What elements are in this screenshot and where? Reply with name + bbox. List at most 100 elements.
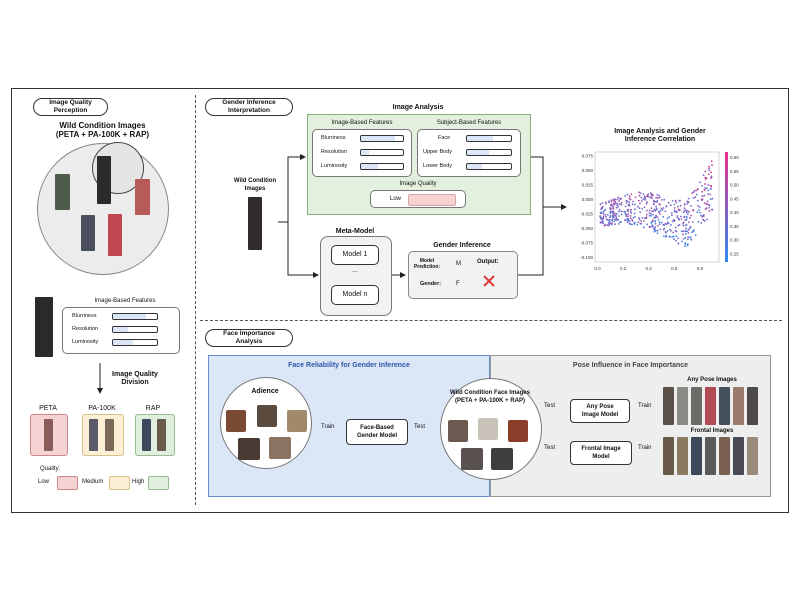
- scatter-point: [684, 242, 687, 244]
- scatter-point: [656, 232, 659, 235]
- scatter-point: [615, 206, 618, 209]
- x-tick-label: 0.6: [671, 266, 678, 271]
- scatter-point: [699, 211, 701, 214]
- gender-inference-box-title: Gender Inference: [433, 242, 491, 249]
- scatter-point: [611, 205, 614, 207]
- gender-label: Gender:: [420, 281, 442, 287]
- scatter-point: [691, 192, 694, 194]
- model-ellipsis: ...: [352, 267, 358, 274]
- scatter-point: [703, 189, 706, 191]
- scatter-point: [709, 188, 712, 190]
- person-image: [733, 437, 744, 475]
- scatter-point: [652, 213, 654, 216]
- colorbar: [725, 152, 728, 262]
- feature-lower-body-bar: [466, 163, 512, 170]
- scatter-point: [687, 197, 690, 200]
- plot-frame: [594, 151, 720, 263]
- person-image: [705, 437, 716, 475]
- scatter-point: [688, 227, 691, 230]
- scatter-point: [654, 220, 656, 222]
- scatter-point: [599, 203, 602, 206]
- scatter-point: [612, 207, 615, 210]
- scatter-point: [682, 238, 685, 240]
- scatter-point: [602, 216, 605, 219]
- scatter-point: [646, 223, 648, 226]
- person-image: [677, 437, 688, 475]
- scatter-point: [617, 218, 619, 221]
- left-feature-luminosity-bar: [112, 339, 158, 346]
- person-image: [747, 387, 758, 425]
- scatter-point: [618, 215, 620, 217]
- scatter-point: [660, 199, 663, 201]
- frontal-image-model: Frontal Image Model: [570, 441, 632, 465]
- scatter-point: [708, 206, 710, 209]
- person-image: [142, 419, 151, 451]
- scatter-point: [624, 219, 627, 221]
- scatter-point: [665, 235, 667, 238]
- any-pose-image-model: Any Pose Image Model: [570, 399, 630, 423]
- scatter-point: [684, 236, 687, 239]
- scatter-point: [652, 210, 654, 212]
- y-tick-label: -0.100: [580, 255, 593, 260]
- scatter-point: [630, 211, 632, 213]
- scatter-point: [610, 204, 612, 207]
- face-based-gender-model: Face-Based Gender Model: [346, 419, 408, 445]
- scatter-point: [697, 204, 699, 207]
- scatter-point: [612, 206, 615, 209]
- model-1-box: Model 1: [331, 245, 379, 265]
- y-tick-label: 0.075: [582, 154, 594, 159]
- scatter-point: [654, 222, 657, 225]
- x-tick-label: 0.4: [646, 266, 653, 271]
- scatter-point: [612, 202, 615, 205]
- scatter-point: [679, 199, 681, 202]
- scatter-point: [648, 209, 651, 212]
- scatter-point: [640, 196, 643, 199]
- face-image: [257, 405, 277, 427]
- scatter-point: [640, 200, 643, 202]
- scatter-point: [709, 193, 712, 196]
- scatter-point: [711, 208, 713, 211]
- scatter-point: [656, 193, 659, 196]
- scatter-point: [686, 200, 689, 203]
- feature-luminosity-label: Luminosity: [321, 163, 348, 169]
- scatter-point: [651, 197, 653, 199]
- scatter-point: [700, 222, 703, 224]
- gender-inference-box: [408, 251, 518, 299]
- scatter-point: [658, 194, 660, 197]
- scatter-point: [668, 216, 671, 218]
- scatter-point: [608, 201, 610, 204]
- scatter-point: [616, 204, 619, 206]
- scatter-point: [666, 230, 669, 232]
- face-image: [491, 448, 513, 470]
- scatter-point: [641, 217, 644, 219]
- face-image: [287, 410, 307, 432]
- scatter-point: [615, 215, 617, 217]
- scatter-point: [660, 221, 663, 224]
- person-image: [89, 419, 98, 451]
- scatter-point: [606, 214, 609, 216]
- scatter-point: [673, 238, 675, 241]
- scatter-point: [616, 198, 619, 201]
- feature-blurriness-bar: [360, 135, 404, 142]
- scatter-point: [690, 205, 692, 207]
- scatter-point: [675, 235, 678, 238]
- scatter-point: [637, 205, 639, 208]
- scatter-point: [666, 222, 668, 225]
- face-importance-title: Face Importance Analysis: [205, 329, 293, 347]
- scatter-point: [611, 218, 614, 221]
- image-quality-title: Image Quality: [399, 181, 437, 187]
- scatter-point: [653, 208, 656, 211]
- scatter-point: [677, 217, 680, 220]
- scatter-point: [643, 195, 646, 198]
- scatter-point: [654, 209, 657, 212]
- scatter-point: [670, 229, 672, 232]
- scatter-point: [613, 199, 615, 202]
- scatter-point: [639, 192, 642, 194]
- scatter-point: [705, 203, 708, 205]
- scatter-point: [604, 213, 607, 216]
- correlation-title: Image Analysis and Gender Inference Corr…: [614, 128, 706, 143]
- scatter-point: [655, 205, 657, 208]
- scatter-point: [707, 184, 710, 186]
- scatter-point: [628, 220, 631, 222]
- scatter-point: [612, 203, 615, 206]
